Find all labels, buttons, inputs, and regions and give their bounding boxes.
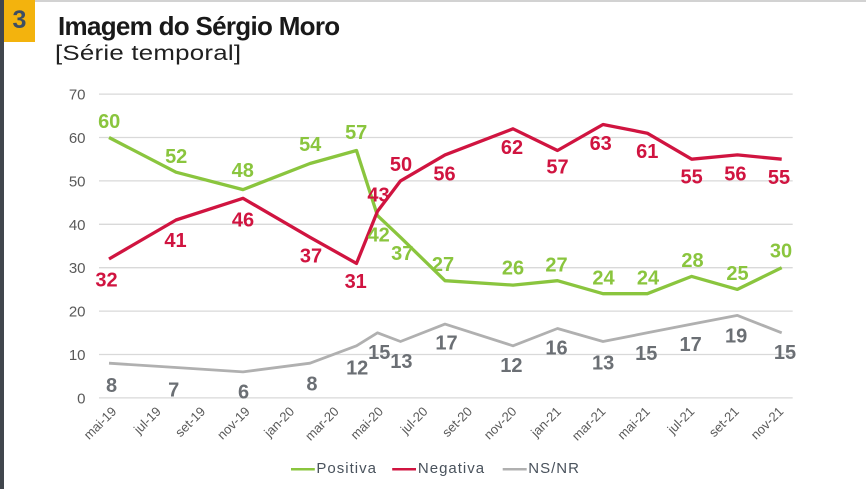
- svg-text:56: 56: [433, 164, 455, 186]
- svg-text:set-21: set-21: [706, 404, 742, 440]
- svg-text:17: 17: [435, 333, 457, 355]
- svg-text:30: 30: [770, 240, 792, 262]
- svg-text:12: 12: [346, 357, 368, 379]
- svg-text:nov-21: nov-21: [748, 404, 787, 443]
- svg-text:42: 42: [368, 224, 390, 246]
- svg-text:jul-21: jul-21: [664, 404, 698, 438]
- svg-text:17: 17: [679, 334, 701, 356]
- svg-text:32: 32: [95, 269, 117, 291]
- svg-text:37: 37: [300, 245, 322, 267]
- svg-text:jul-20: jul-20: [397, 404, 431, 438]
- svg-text:60: 60: [69, 130, 86, 147]
- svg-text:50: 50: [69, 173, 86, 190]
- svg-text:15: 15: [635, 343, 657, 365]
- svg-text:56: 56: [724, 164, 746, 186]
- svg-text:57: 57: [546, 157, 568, 179]
- svg-text:40: 40: [69, 217, 86, 234]
- svg-text:24: 24: [592, 267, 615, 289]
- svg-text:24: 24: [637, 267, 660, 289]
- svg-text:15: 15: [368, 342, 390, 364]
- svg-text:mar-20: mar-20: [302, 404, 342, 444]
- svg-text:37: 37: [391, 243, 413, 265]
- svg-text:31: 31: [345, 271, 367, 293]
- svg-text:13: 13: [390, 351, 412, 373]
- svg-text:63: 63: [590, 133, 612, 155]
- svg-text:8: 8: [106, 375, 117, 397]
- svg-text:30: 30: [69, 260, 86, 277]
- svg-text:set-19: set-19: [172, 404, 208, 440]
- svg-text:15: 15: [774, 342, 796, 364]
- svg-text:10: 10: [69, 347, 86, 364]
- svg-text:set-20: set-20: [439, 404, 475, 440]
- svg-text:20: 20: [69, 304, 86, 321]
- svg-text:nov-20: nov-20: [481, 404, 520, 443]
- svg-text:mai-19: mai-19: [81, 404, 120, 443]
- svg-text:0: 0: [77, 390, 85, 407]
- svg-text:mai-20: mai-20: [347, 404, 386, 443]
- svg-text:jan-21: jan-21: [527, 404, 564, 441]
- svg-text:nov-19: nov-19: [214, 404, 253, 443]
- svg-text:62: 62: [501, 137, 523, 159]
- svg-text:Positiva: Positiva: [316, 460, 377, 477]
- svg-text:27: 27: [545, 254, 567, 276]
- svg-text:57: 57: [345, 122, 367, 144]
- svg-text:55: 55: [680, 166, 702, 188]
- svg-text:54: 54: [299, 134, 322, 156]
- svg-text:27: 27: [432, 254, 454, 276]
- svg-text:jan-20: jan-20: [260, 404, 297, 441]
- svg-text:52: 52: [165, 146, 187, 168]
- svg-text:28: 28: [681, 250, 703, 272]
- svg-text:43: 43: [367, 184, 389, 206]
- svg-text:jul-19: jul-19: [130, 404, 164, 438]
- svg-text:16: 16: [545, 338, 567, 360]
- svg-text:NS/NR: NS/NR: [528, 460, 580, 477]
- svg-text:70: 70: [69, 87, 86, 104]
- svg-text:7: 7: [168, 379, 179, 401]
- svg-text:8: 8: [306, 373, 317, 395]
- svg-text:12: 12: [500, 355, 522, 377]
- svg-text:19: 19: [725, 325, 747, 347]
- svg-text:Negativa: Negativa: [418, 460, 485, 477]
- svg-text:48: 48: [232, 160, 254, 182]
- svg-text:60: 60: [98, 111, 120, 133]
- svg-text:25: 25: [726, 263, 748, 285]
- svg-text:mai-21: mai-21: [614, 404, 653, 443]
- svg-text:6: 6: [238, 382, 249, 404]
- svg-text:13: 13: [592, 352, 614, 374]
- svg-text:46: 46: [232, 209, 254, 231]
- svg-text:61: 61: [636, 141, 658, 163]
- svg-text:50: 50: [390, 154, 412, 176]
- svg-text:26: 26: [502, 257, 524, 279]
- svg-text:41: 41: [164, 230, 186, 252]
- svg-text:mar-21: mar-21: [569, 404, 609, 444]
- svg-text:55: 55: [768, 167, 790, 189]
